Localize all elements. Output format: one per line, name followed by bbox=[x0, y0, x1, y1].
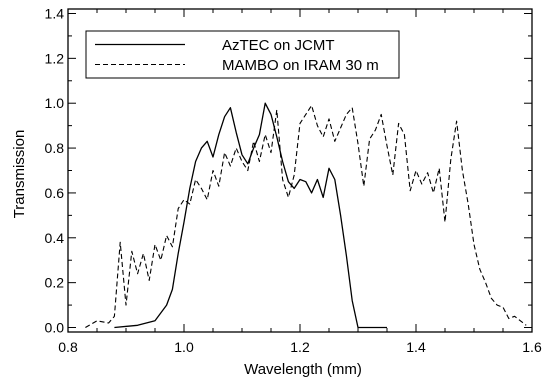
y-axis-ticks: 0.0 0.2 0.4 0.6 0.8 1.0 1.2 1.4 bbox=[45, 5, 532, 336]
y-tick-label: 1.2 bbox=[45, 50, 65, 66]
series-line-mambo bbox=[85, 104, 527, 328]
x-axis-ticks: 0.8 1.0 1.2 1.4 1.6 bbox=[58, 9, 542, 355]
y-tick-label: 0.2 bbox=[45, 275, 65, 291]
legend-label-aztec: AzTEC on JCMT bbox=[222, 37, 335, 54]
y-tick-label: 1.4 bbox=[45, 5, 65, 21]
x-axis-label: Wavelength (mm) bbox=[244, 361, 362, 378]
y-tick-label: 0.0 bbox=[45, 320, 65, 336]
legend-label-mambo: MAMBO on IRAM 30 m bbox=[222, 57, 379, 74]
x-tick-label: 1.0 bbox=[174, 339, 194, 355]
series-line-aztec bbox=[114, 102, 387, 329]
x-tick-label: 1.4 bbox=[406, 339, 426, 355]
y-tick-label: 0.6 bbox=[45, 185, 65, 201]
x-tick-label: 0.8 bbox=[58, 339, 78, 355]
x-tick-label: 1.6 bbox=[522, 339, 542, 355]
legend-box bbox=[85, 30, 400, 79]
plot-marks bbox=[85, 102, 527, 329]
y-tick-label: 0.8 bbox=[45, 140, 65, 156]
legend: AzTEC on JCMT MAMBO on IRAM 30 m bbox=[85, 30, 400, 79]
x-tick-label: 1.2 bbox=[290, 339, 310, 355]
y-axis-label: Transmission bbox=[11, 130, 28, 219]
y-tick-label: 1.0 bbox=[45, 95, 65, 111]
y-tick-label: 0.4 bbox=[45, 230, 65, 246]
